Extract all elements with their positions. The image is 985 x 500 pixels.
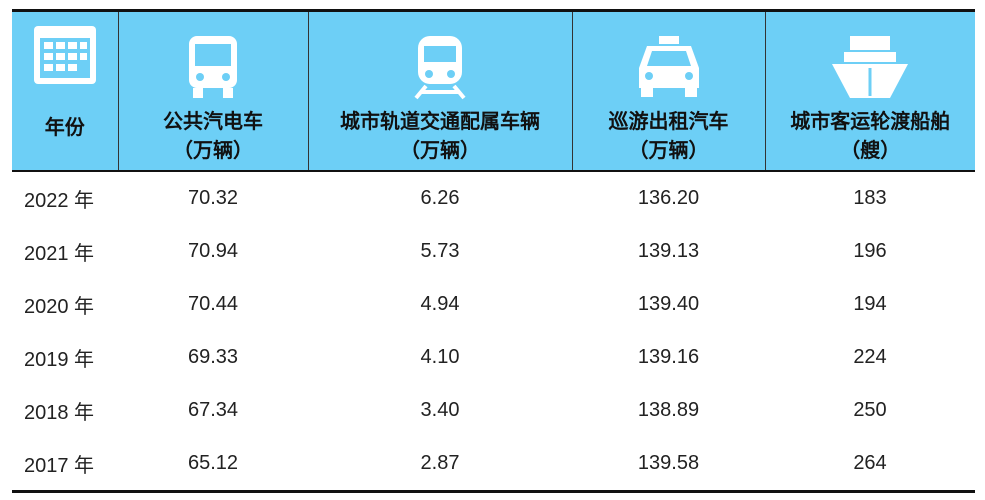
header-cell: 公共汽电车 （万辆） bbox=[117, 10, 308, 171]
value-cell: 4.94 bbox=[420, 293, 460, 315]
value-cell: 70.94 bbox=[187, 240, 239, 262]
table-row: 2019 年 69.33 4.10 139.16 224 bbox=[12, 331, 975, 384]
value-cell: 196 bbox=[853, 240, 887, 262]
year-cell: 2021 年 bbox=[24, 243, 95, 265]
ship-icon bbox=[832, 36, 909, 98]
value-cell: 250 bbox=[853, 399, 887, 421]
header-unit: （万辆） bbox=[628, 140, 709, 162]
table-wrap: 年份 公共汽电车 （万辆） 城市轨道交通配属车辆 bbox=[12, 9, 975, 493]
value-cell: 138.89 bbox=[637, 399, 700, 421]
table-row: 2020 年 70.44 4.94 139.40 194 bbox=[12, 278, 975, 331]
value-cell: 69.33 bbox=[187, 346, 239, 368]
year-cell: 2018 年 bbox=[24, 402, 95, 424]
value-cell: 139.13 bbox=[637, 240, 700, 262]
header-unit: （艘） bbox=[840, 140, 901, 162]
year-cell: 2022 年 bbox=[24, 190, 95, 212]
header-unit: （万辆） bbox=[173, 140, 253, 162]
value-cell: 139.16 bbox=[637, 346, 700, 368]
table-row: 2022 年 70.32 6.26 136.20 183 bbox=[12, 171, 975, 225]
header-cell: 城市轨道交通配属车辆 （万辆） bbox=[307, 10, 572, 171]
calendar-icon bbox=[33, 26, 96, 84]
value-cell: 2.87 bbox=[420, 452, 460, 474]
value-cell: 4.10 bbox=[420, 346, 460, 368]
year-cell: 2017 年 bbox=[24, 455, 95, 477]
table-row: 2017 年 65.12 2.87 139.58 264 bbox=[12, 437, 975, 492]
header-cell: 巡游出租汽车 （万辆） bbox=[571, 10, 765, 171]
table-body: 2022 年 70.32 6.26 136.20 183 2021 年 70.94 5.73 1… bbox=[12, 171, 975, 492]
header-label: 城市客运轮渡船舶 bbox=[790, 111, 951, 133]
header-label: 公共汽电车 bbox=[163, 111, 263, 133]
value-cell: 3.40 bbox=[420, 399, 460, 421]
value-cell: 70.32 bbox=[187, 187, 239, 209]
header-cell: 年份 bbox=[12, 10, 118, 171]
year-cell: 2019 年 bbox=[24, 349, 95, 371]
value-cell: 183 bbox=[853, 187, 887, 209]
header-unit: （万辆） bbox=[400, 140, 480, 162]
table-header: 年份 公共汽电车 （万辆） 城市轨道交通配属车辆 bbox=[12, 10, 975, 171]
value-cell: 224 bbox=[853, 346, 887, 368]
value-cell: 6.26 bbox=[420, 187, 460, 209]
taxi-icon bbox=[638, 36, 699, 97]
value-cell: 194 bbox=[853, 293, 887, 315]
value-cell: 67.34 bbox=[187, 399, 239, 421]
year-cell: 2020 年 bbox=[24, 296, 95, 318]
table-row: 2018 年 67.34 3.40 138.89 250 bbox=[12, 384, 975, 437]
header-label: 巡游出租汽车 bbox=[608, 111, 729, 133]
header-label: 年份 bbox=[44, 117, 85, 139]
value-cell: 139.58 bbox=[637, 452, 700, 474]
data-table: 年份 公共汽电车 （万辆） 城市轨道交通配属车辆 bbox=[12, 9, 975, 493]
value-cell: 65.12 bbox=[187, 452, 239, 474]
train-icon bbox=[414, 36, 466, 100]
value-cell: 136.20 bbox=[637, 187, 700, 209]
header-label: 城市轨道交通配属车辆 bbox=[340, 111, 540, 133]
bus-icon bbox=[189, 36, 237, 98]
value-cell: 70.44 bbox=[187, 293, 239, 315]
value-cell: 264 bbox=[853, 452, 887, 474]
value-cell: 139.40 bbox=[637, 293, 700, 315]
table-row: 2021 年 70.94 5.73 139.13 196 bbox=[12, 225, 975, 278]
header-cell: 城市客运轮渡船舶 （艘） bbox=[764, 10, 975, 171]
value-cell: 5.73 bbox=[420, 240, 460, 262]
